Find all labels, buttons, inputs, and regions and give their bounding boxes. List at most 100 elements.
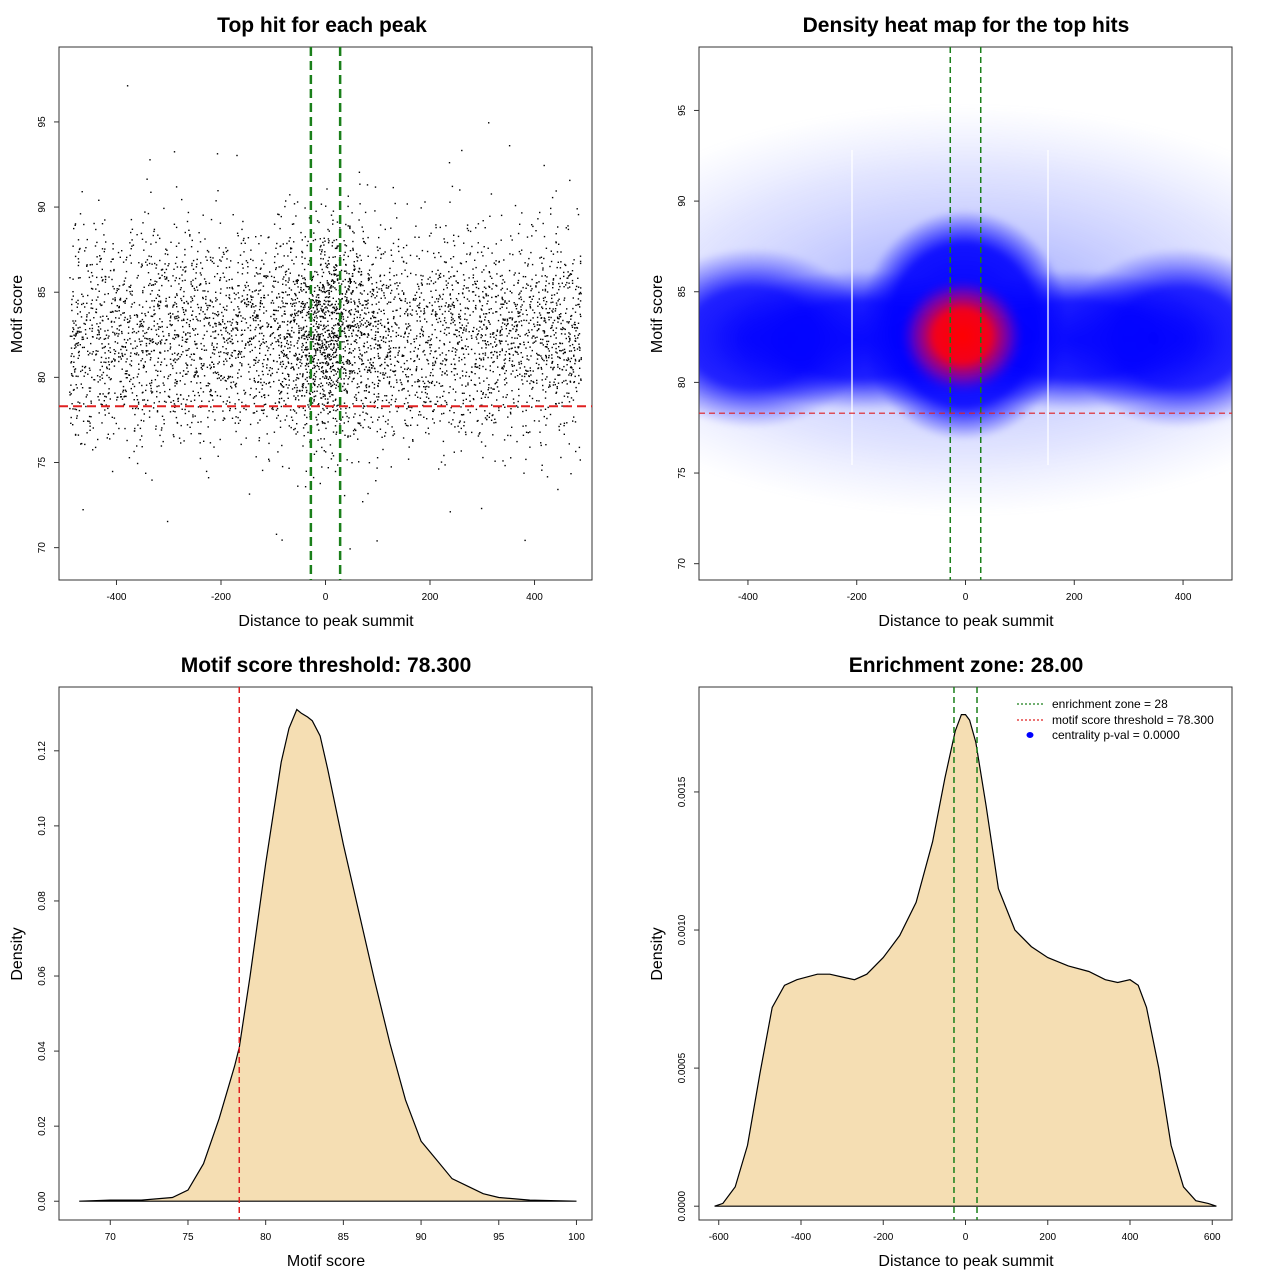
scatter-point	[328, 293, 330, 295]
scatter-point	[358, 349, 361, 351]
scatter-point	[96, 276, 98, 279]
scatter-point	[515, 330, 517, 333]
scatter-point	[148, 284, 150, 287]
scatter-point	[375, 281, 378, 284]
scatter-point	[374, 334, 377, 336]
scatter-point	[239, 419, 241, 422]
scatter-point	[404, 313, 406, 315]
scatter-point	[173, 223, 176, 225]
scatter-point	[124, 300, 126, 303]
scatter-point	[491, 296, 493, 299]
scatter-point	[553, 343, 555, 345]
scatter-point	[244, 284, 246, 287]
scatter-point	[293, 316, 295, 319]
scatter-point	[376, 396, 378, 398]
scatter-point	[471, 431, 473, 434]
scatter-point	[210, 218, 213, 221]
scatter-point	[300, 286, 302, 289]
scatter-point	[319, 337, 321, 339]
scatter-point	[164, 305, 167, 307]
scatter-point	[273, 223, 276, 225]
scatter-point	[310, 323, 312, 325]
scatter-point	[514, 321, 516, 323]
scatter-point	[320, 253, 322, 255]
scatter-point	[478, 330, 480, 332]
scatter-point	[511, 360, 514, 362]
scatter-point	[571, 282, 574, 284]
scatter-point	[434, 362, 437, 364]
scatter-point	[568, 341, 570, 343]
scatter-point	[260, 267, 262, 269]
scatter-point	[578, 446, 581, 449]
scatter-point	[279, 334, 282, 336]
scatter-point	[136, 376, 139, 378]
scatter-point	[430, 280, 432, 282]
scatter-point	[464, 318, 466, 320]
scatter-point	[259, 301, 262, 304]
scatter-point	[183, 440, 185, 442]
scatter-point	[266, 364, 268, 366]
scatter-point	[201, 368, 203, 370]
scatter-point	[353, 264, 355, 267]
scatter-point	[258, 283, 260, 285]
scatter-point	[192, 416, 194, 418]
scatter-point	[374, 297, 376, 299]
scatter-point	[326, 371, 329, 373]
scatter-point	[343, 494, 346, 497]
scatter-point	[120, 314, 122, 316]
scatter-point	[272, 332, 275, 334]
scatter-point	[468, 290, 470, 292]
scatter-point	[99, 303, 101, 305]
scatter-point	[321, 251, 323, 253]
scatter-point	[263, 335, 265, 337]
scatter-point	[555, 403, 557, 405]
scatter-point	[128, 457, 131, 459]
scatter-point	[160, 445, 163, 447]
scatter-point	[479, 326, 481, 328]
scatter-point	[432, 362, 434, 364]
scatter-point	[180, 297, 182, 300]
scatter-point	[330, 273, 333, 276]
scatter-point	[433, 252, 435, 255]
scatter-point	[511, 292, 513, 294]
scatter-point	[527, 263, 529, 265]
scatter-point	[500, 289, 502, 291]
scatter-point	[104, 395, 106, 398]
scatter-point	[186, 220, 189, 223]
scatter-point	[321, 361, 323, 364]
scatter-point	[151, 315, 154, 318]
scatter-point	[227, 352, 229, 354]
scatter-point	[359, 357, 361, 360]
scatter-point	[258, 391, 261, 393]
scatter-point	[354, 268, 356, 270]
scatter-point	[541, 342, 543, 344]
scatter-point	[81, 338, 83, 341]
scatter-point	[84, 306, 86, 308]
scatter-point	[467, 229, 470, 232]
scatter-point	[515, 305, 517, 307]
scatter-point	[290, 251, 292, 253]
scatter-point	[283, 313, 285, 315]
scatter-point	[164, 278, 166, 280]
scatter-point	[194, 334, 196, 336]
scatter-point	[274, 337, 276, 339]
scatter-point	[489, 215, 491, 217]
scatter-point	[296, 423, 298, 425]
scatter-point	[353, 268, 355, 271]
scatter-point	[220, 329, 222, 332]
scatter-point	[329, 272, 331, 275]
scatter-point	[477, 223, 480, 225]
scatter-point	[335, 373, 337, 375]
scatter-point	[150, 390, 152, 392]
scatter-point	[70, 355, 72, 357]
scatter-point	[269, 367, 271, 369]
scatter-point	[416, 335, 418, 337]
scatter-point	[348, 361, 351, 363]
scatter-point	[241, 365, 243, 367]
scatter-point	[386, 364, 388, 366]
scatter-point	[520, 362, 523, 365]
scatter-point	[282, 291, 285, 294]
scatter-point	[566, 383, 568, 385]
scatter-point	[426, 250, 429, 253]
scatter-point	[199, 272, 202, 274]
